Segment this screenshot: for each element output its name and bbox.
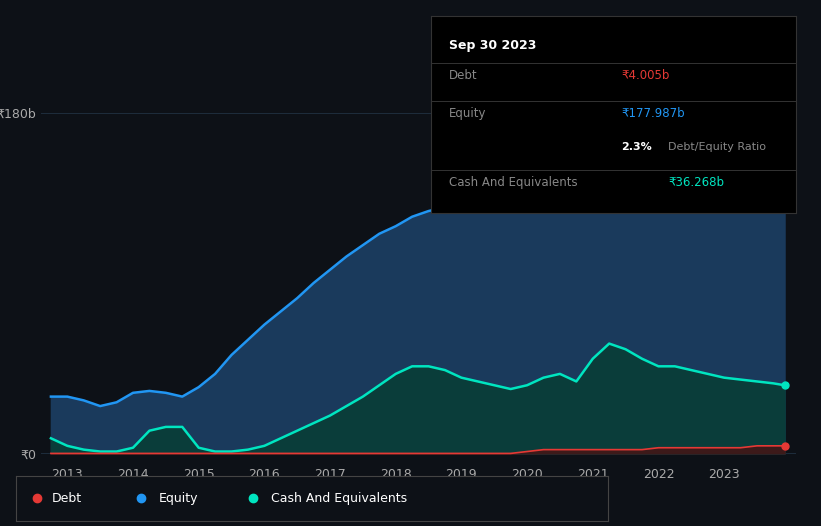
Text: ₹177.987b: ₹177.987b: [621, 107, 685, 119]
Text: Cash And Equivalents: Cash And Equivalents: [449, 176, 578, 188]
Text: 2.3%: 2.3%: [621, 142, 652, 152]
Text: Equity: Equity: [158, 492, 198, 505]
Text: ₹36.268b: ₹36.268b: [668, 176, 724, 188]
Point: [778, 442, 791, 450]
Point: [778, 112, 791, 120]
Text: Equity: Equity: [449, 107, 487, 119]
Point: [778, 381, 791, 389]
Text: Cash And Equivalents: Cash And Equivalents: [271, 492, 406, 505]
Text: Debt: Debt: [52, 492, 82, 505]
Text: Debt/Equity Ratio: Debt/Equity Ratio: [668, 142, 767, 152]
Text: Debt: Debt: [449, 69, 478, 82]
Text: ₹4.005b: ₹4.005b: [621, 69, 669, 82]
Text: Sep 30 2023: Sep 30 2023: [449, 39, 537, 53]
